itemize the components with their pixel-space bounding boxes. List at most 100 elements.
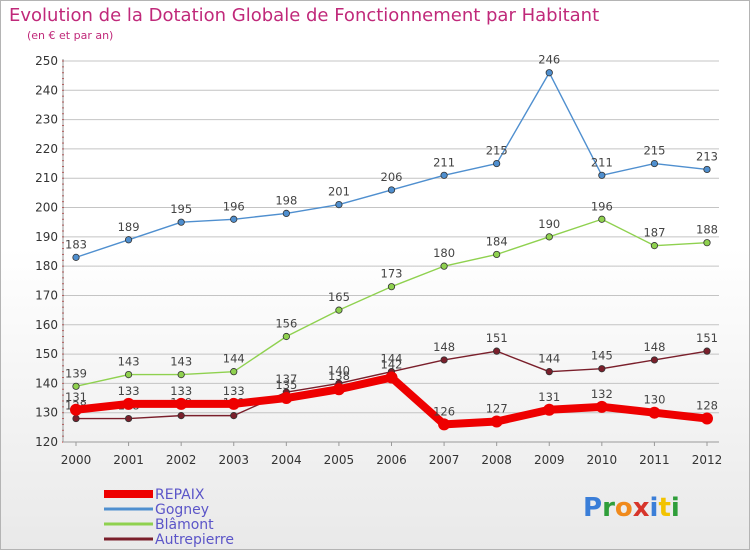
data-label-gogney-2004: 198 xyxy=(275,193,297,207)
data-label-gogney-2008: 215 xyxy=(486,144,508,158)
y-tick-label-250: 250 xyxy=(35,54,58,68)
data-label-bl-mont-2008: 184 xyxy=(486,234,508,248)
data-point-gogney-2008 xyxy=(493,159,501,168)
data-point-repaix-2011 xyxy=(648,406,661,419)
x-tick-label-2003: 2003 xyxy=(218,453,249,467)
data-point-bl-mont-2005 xyxy=(335,306,343,314)
data-point-repaix-2007 xyxy=(438,418,451,431)
data-label-gogney-2005: 201 xyxy=(328,185,350,199)
data-point-autrepierre-2001 xyxy=(124,414,133,423)
data-point-gogney-2007 xyxy=(440,171,448,179)
data-label-gogney-2007: 211 xyxy=(433,155,455,169)
y-tick-label-130: 130 xyxy=(35,406,58,420)
data-point-autrepierre-2008 xyxy=(493,347,501,355)
data-label-repaix-2004: 135 xyxy=(275,378,297,392)
data-label-autrepierre-2008: 151 xyxy=(486,331,508,345)
data-point-gogney-2006 xyxy=(387,186,396,194)
data-label-repaix-2008: 127 xyxy=(486,401,508,415)
y-tick-label-180: 180 xyxy=(35,259,58,273)
data-point-repaix-2005 xyxy=(332,383,345,396)
data-point-bl-mont-2011 xyxy=(650,242,659,250)
data-point-bl-mont-2003 xyxy=(230,368,238,376)
data-point-autrepierre-2000 xyxy=(72,414,80,423)
data-label-gogney-2011: 215 xyxy=(643,144,665,158)
data-label-autrepierre-2005: 140 xyxy=(328,363,350,377)
data-label-bl-mont-2007: 180 xyxy=(433,246,455,260)
data-label-autrepierre-2004: 137 xyxy=(275,372,297,386)
data-point-bl-mont-2006 xyxy=(387,283,396,291)
data-point-gogney-2000 xyxy=(72,253,80,261)
y-tick-label-170: 170 xyxy=(35,288,58,302)
data-label-repaix-2011: 130 xyxy=(643,393,665,407)
data-label-bl-mont-2003: 144 xyxy=(223,352,245,366)
legend-label-autrepierre: Autrepierre xyxy=(155,532,234,548)
data-point-autrepierre-2003 xyxy=(230,412,238,420)
data-label-gogney-2009: 246 xyxy=(538,53,560,67)
data-point-gogney-2011 xyxy=(650,159,659,168)
data-point-autrepierre-2012 xyxy=(703,347,711,355)
x-tick-label-2005: 2005 xyxy=(324,453,355,467)
data-label-bl-mont-2000: 139 xyxy=(65,366,87,380)
data-point-bl-mont-2007 xyxy=(440,262,448,270)
data-label-repaix-2002: 133 xyxy=(170,384,192,398)
x-tick-label-2012: 2012 xyxy=(692,453,723,467)
data-point-gogney-2003 xyxy=(230,215,238,223)
data-point-bl-mont-2004 xyxy=(282,332,290,341)
data-point-bl-mont-2001 xyxy=(124,370,133,379)
x-tick-label-2010: 2010 xyxy=(587,453,618,467)
x-tick-label-2008: 2008 xyxy=(481,453,512,467)
data-label-bl-mont-2011: 187 xyxy=(643,226,665,240)
y-tick-label-200: 200 xyxy=(35,201,58,215)
data-point-gogney-2005 xyxy=(335,201,343,209)
data-label-repaix-2006: 142 xyxy=(381,358,403,372)
data-label-repaix-2001: 133 xyxy=(118,384,140,398)
x-tick-label-2004: 2004 xyxy=(271,453,302,467)
data-point-gogney-2001 xyxy=(124,236,133,244)
data-label-autrepierre-2007: 148 xyxy=(433,340,455,354)
y-tick-label-240: 240 xyxy=(35,83,58,97)
data-label-bl-mont-2012: 188 xyxy=(696,223,718,237)
y-tick-label-160: 160 xyxy=(35,318,58,332)
data-point-bl-mont-2012 xyxy=(703,239,711,247)
y-tick-label-220: 220 xyxy=(35,142,58,156)
y-tick-label-150: 150 xyxy=(35,347,58,361)
data-point-gogney-2002 xyxy=(177,218,185,226)
data-point-autrepierre-2007 xyxy=(440,356,448,364)
data-point-gogney-2010 xyxy=(598,171,606,179)
data-label-autrepierre-2006: 144 xyxy=(381,352,403,366)
data-point-repaix-2009 xyxy=(543,403,556,416)
data-label-autrepierre-2009: 144 xyxy=(538,352,560,366)
chart-title: Evolution de la Dotation Globale de Fonc… xyxy=(9,5,600,26)
data-label-repaix-2000: 131 xyxy=(65,390,87,404)
data-label-autrepierre-2011: 148 xyxy=(643,340,665,354)
data-label-autrepierre-2010: 145 xyxy=(591,349,613,363)
y-tick-label-230: 230 xyxy=(35,113,58,127)
data-point-autrepierre-2011 xyxy=(650,356,659,364)
y-tick-label-210: 210 xyxy=(35,171,58,185)
data-point-bl-mont-2000 xyxy=(72,382,80,390)
data-point-gogney-2009 xyxy=(545,69,553,77)
data-point-autrepierre-2010 xyxy=(598,365,606,373)
data-label-bl-mont-2004: 156 xyxy=(275,316,297,330)
data-label-repaix-2012: 128 xyxy=(696,399,718,413)
x-tick-label-2007: 2007 xyxy=(429,453,460,467)
data-point-repaix-2006 xyxy=(385,371,398,384)
y-tick-label-140: 140 xyxy=(35,376,58,390)
y-tick-label-120: 120 xyxy=(35,435,58,449)
data-point-repaix-2001 xyxy=(122,397,135,410)
data-label-bl-mont-2006: 173 xyxy=(381,267,403,281)
data-point-bl-mont-2009 xyxy=(545,233,553,241)
data-point-repaix-2003 xyxy=(227,397,240,410)
chart-subtitle: (en € et par an) xyxy=(27,29,114,42)
x-tick-label-2006: 2006 xyxy=(376,453,407,467)
data-label-bl-mont-2001: 143 xyxy=(118,355,140,369)
y-tick-label-190: 190 xyxy=(35,230,58,244)
data-label-gogney-2010: 211 xyxy=(591,155,613,169)
data-label-gogney-2006: 206 xyxy=(381,170,403,184)
data-label-gogney-2012: 213 xyxy=(696,149,718,163)
x-tick-label-2001: 2001 xyxy=(113,453,144,467)
data-label-repaix-2009: 131 xyxy=(538,390,560,404)
x-tick-label-2002: 2002 xyxy=(166,453,197,467)
data-label-gogney-2000: 183 xyxy=(65,237,87,251)
